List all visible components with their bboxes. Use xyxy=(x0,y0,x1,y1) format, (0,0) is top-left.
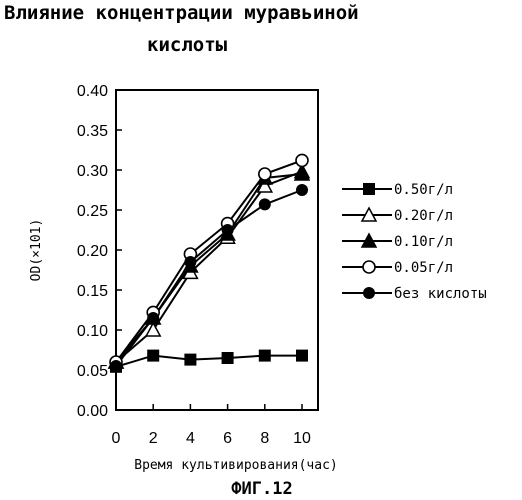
legend-marker xyxy=(363,261,375,273)
data-point-series-5 xyxy=(184,256,196,268)
data-point-series-5 xyxy=(147,312,159,324)
y-tick-label: 0.35 xyxy=(77,123,108,140)
y-tick-label: 0.05 xyxy=(77,363,108,380)
series-line-1 xyxy=(116,356,302,367)
legend-label: 0.20г/л xyxy=(394,208,453,224)
series-line-3 xyxy=(116,174,302,362)
x-tick-label: 2 xyxy=(149,430,158,447)
y-tick-label: 0.00 xyxy=(77,403,108,420)
series-line-4 xyxy=(116,160,302,362)
data-point-series-5 xyxy=(259,198,271,210)
y-tick-label: 0.40 xyxy=(77,83,108,100)
y-axis-label: OD(×101) xyxy=(29,219,44,282)
x-tick-label: 8 xyxy=(260,430,269,447)
legend-marker xyxy=(363,183,375,195)
data-point-series-1 xyxy=(184,354,196,366)
legend-label: 0.50г/л xyxy=(394,182,453,198)
data-point-series-4 xyxy=(296,154,308,166)
y-tick-label: 0.15 xyxy=(77,283,108,300)
x-axis-label: Время культивирования(час) xyxy=(134,458,338,473)
data-point-series-5 xyxy=(110,360,122,372)
data-point-series-1 xyxy=(259,350,271,362)
x-tick-label: 4 xyxy=(186,430,195,447)
legend-marker xyxy=(363,287,375,299)
x-tick-label: 10 xyxy=(293,430,311,447)
figure-caption: ФИГ.12 xyxy=(231,479,292,499)
y-tick-label: 0.25 xyxy=(77,203,108,220)
data-point-series-1 xyxy=(147,350,159,362)
data-point-series-1 xyxy=(296,350,308,362)
legend-label: без кислоты xyxy=(394,286,487,302)
y-tick-label: 0.30 xyxy=(77,163,108,180)
y-tick-label: 0.20 xyxy=(77,243,108,260)
x-tick-label: 6 xyxy=(223,430,232,447)
series-line-5 xyxy=(116,190,302,366)
legend-label: 0.05г/л xyxy=(394,260,453,276)
data-point-series-5 xyxy=(222,224,234,236)
plot-frame xyxy=(116,90,318,410)
data-point-series-5 xyxy=(296,184,308,196)
x-tick-label: 0 xyxy=(112,430,121,447)
data-point-series-4 xyxy=(259,168,271,180)
legend-label: 0.10г/л xyxy=(394,234,453,250)
data-point-series-1 xyxy=(222,352,234,364)
y-tick-label: 0.10 xyxy=(77,323,108,340)
